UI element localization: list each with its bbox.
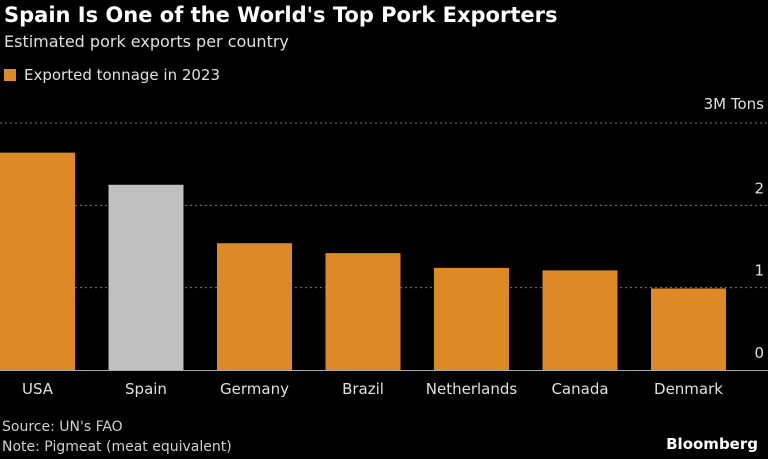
bar-canada (542, 270, 618, 370)
bar-netherlands (434, 267, 509, 370)
bar-germany (217, 243, 292, 370)
x-tick-label: Spain (125, 380, 167, 398)
bar-usa (0, 152, 75, 370)
x-tick-label: USA (22, 380, 54, 398)
legend: Exported tonnage in 2023 (4, 66, 220, 84)
y-tick-label: 2 (754, 179, 764, 197)
x-tick-label: Netherlands (426, 380, 518, 398)
y-tick-label: 1 (754, 262, 764, 280)
chart-title: Spain Is One of the World's Top Pork Exp… (4, 3, 558, 27)
x-tick-label: Denmark (654, 380, 723, 398)
bloomberg-logo: Bloomberg (666, 435, 758, 453)
bar-chart: 0 1 2 3M Tons USA Spain Germany Brazil Netherlan… (0, 95, 768, 398)
y-tick-label: 3M Tons (704, 95, 765, 113)
footnote: Note: Pigmeat (meat equivalent) (2, 439, 232, 455)
bar-brazil (325, 253, 401, 370)
source-note: Source: UN's FAO (2, 419, 123, 435)
x-tick-label: Brazil (342, 380, 384, 398)
legend-swatch (4, 69, 16, 81)
bar-denmark (651, 288, 726, 370)
legend-label: Exported tonnage in 2023 (24, 66, 221, 84)
x-tick-label: Germany (220, 380, 289, 398)
x-tick-label: Canada (551, 380, 608, 398)
y-tick-label: 0 (754, 344, 764, 362)
bar-spain (108, 184, 184, 370)
chart-subtitle: Estimated pork exports per country (4, 32, 289, 51)
